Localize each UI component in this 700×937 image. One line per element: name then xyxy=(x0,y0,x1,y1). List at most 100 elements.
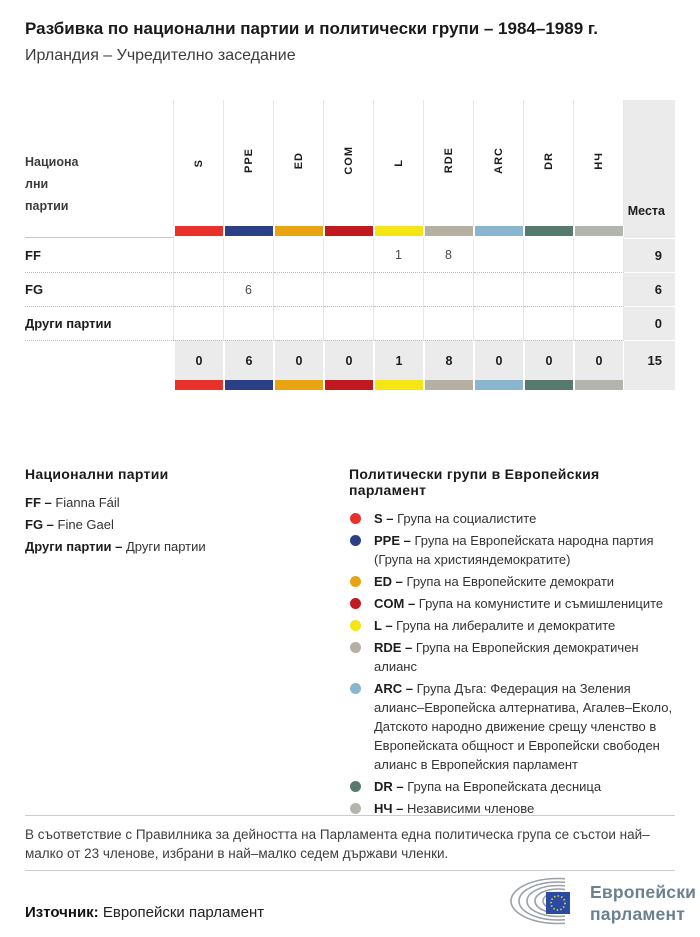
national-parties-legend-heading: Национални партии xyxy=(25,466,169,482)
legend-item: DR – Група на Европейската десница xyxy=(349,777,676,796)
group-total-cell: 0 xyxy=(324,340,374,380)
legend-item-name: Независими членове xyxy=(403,801,535,816)
legend-item-abbr: ARC – xyxy=(374,681,414,696)
legend-item: НЧ – Независими членове xyxy=(349,799,676,818)
legend-color-dot xyxy=(350,620,361,631)
group-total-cell: 0 xyxy=(474,340,524,380)
breakdown-table: Национа лни партии S PPE ED COM L RDE ARC DR НЧ Ме… xyxy=(25,100,675,390)
divider-top xyxy=(25,815,675,816)
party-row: FF 1 8 9 xyxy=(25,238,675,272)
legend-item-text: L – Група на либералите и демократите xyxy=(374,616,615,635)
national-parties-legend: Национални партии FF – Fianna Fáil FG – F… xyxy=(25,466,330,559)
group-col-label: ARC xyxy=(492,147,505,174)
legend-item-abbr: DR – xyxy=(374,779,404,794)
group-col-label: ED xyxy=(292,151,305,170)
seat-count-cell xyxy=(424,306,474,340)
group-col-header-DR: DR xyxy=(524,100,574,226)
group-color-bar-row xyxy=(25,226,675,238)
national-parties-list: FF – Fianna Fáil FG – Fine Gael Други парт… xyxy=(25,493,330,556)
row-seats-total: 6 xyxy=(624,272,675,306)
group-color-bar-S xyxy=(174,226,224,238)
legend-item-text: FG – Fine Gael xyxy=(25,515,114,534)
seat-count-cell xyxy=(574,272,624,306)
party-row: Други партии 0 xyxy=(25,306,675,340)
seat-count-cell xyxy=(324,238,374,272)
legend-item-abbr: PPE – xyxy=(374,533,411,548)
legend-item-abbr: L – xyxy=(374,618,393,633)
bar-row-spacer xyxy=(25,226,174,238)
group-color-bar-ED xyxy=(274,380,324,390)
legend-item: PPE – Група на Европейската народна парт… xyxy=(349,531,676,569)
seat-count-cell xyxy=(374,272,424,306)
seat-count-cell xyxy=(224,238,274,272)
group-color-bar-НЧ xyxy=(574,380,624,390)
legend-color-dot xyxy=(350,642,361,653)
national-parties-header: Национа лни партии xyxy=(25,100,174,226)
group-color-bar-ARC xyxy=(474,380,524,390)
legend-item-text: Други партии – Други партии xyxy=(25,537,206,556)
source-label: Източник: xyxy=(25,904,99,921)
seat-count-cell: 1 xyxy=(374,238,424,272)
group-col-header-НЧ: НЧ xyxy=(574,100,624,226)
legend-color-dot xyxy=(350,598,361,609)
seat-count-cell xyxy=(524,306,574,340)
seat-count-cell: 8 xyxy=(424,238,474,272)
legend-item-abbr: Други партии – xyxy=(25,539,123,554)
legend-item-name: Група на Европейската народна партия (Гр… xyxy=(374,533,654,567)
group-col-header-S: S xyxy=(174,100,224,226)
group-total-cell: 0 xyxy=(524,340,574,380)
legend-item-text: ED – Група на Европейските демократи xyxy=(374,572,614,591)
footnote: В съответствие с Правилника за дейността… xyxy=(25,827,650,861)
seat-count-cell xyxy=(574,238,624,272)
party-row: FG 6 6 xyxy=(25,272,675,306)
seat-count-cell xyxy=(574,306,624,340)
ep-logo-text: Европейски парламент xyxy=(590,882,696,933)
party-row-label: FF xyxy=(25,238,174,272)
legend-color-dot xyxy=(350,513,361,524)
seat-count-cell xyxy=(524,272,574,306)
row-seats-total: 9 xyxy=(624,238,675,272)
page-title: Разбивка по национални партии и политиче… xyxy=(25,19,598,38)
legend-item: ED – Група на Европейските демократи xyxy=(349,572,676,591)
seat-count-cell xyxy=(174,238,224,272)
legend-item-abbr: FG – xyxy=(25,517,54,532)
page-subtitle: Ирландия – Учредително заседание xyxy=(25,47,296,64)
row-seats-total: 0 xyxy=(624,306,675,340)
legend-item-text: ARC – Група Дъга: Федерация на Зеления а… xyxy=(374,679,676,774)
group-col-header-COM: COM xyxy=(324,100,374,226)
breakdown-table-container: Национа лни партии S PPE ED COM L RDE ARC DR НЧ Ме… xyxy=(25,100,675,390)
party-row-label: FG xyxy=(25,272,174,306)
seat-count-cell xyxy=(524,238,574,272)
group-col-label: RDE xyxy=(442,147,455,174)
group-col-label: S xyxy=(192,158,205,167)
ep-logo-text-line2: парламент xyxy=(590,903,686,924)
legend-item-abbr: RDE – xyxy=(374,640,413,655)
group-color-bar-RDE xyxy=(424,380,474,390)
table-header-row: Национа лни партии S PPE ED COM L RDE ARC DR НЧ Ме… xyxy=(25,100,675,226)
group-col-header-ARC: ARC xyxy=(474,100,524,226)
group-total-cell: 0 xyxy=(274,340,324,380)
seat-count-cell xyxy=(224,306,274,340)
legend-item-text: НЧ – Независими членове xyxy=(374,799,534,818)
seat-count-cell xyxy=(374,306,424,340)
legend-item-abbr: FF – xyxy=(25,495,52,510)
seats-col-header: Места xyxy=(624,100,675,226)
legend-color-dot xyxy=(350,781,361,792)
political-groups-list: S – Група на социалистите PPE – Група на … xyxy=(349,509,676,818)
group-color-bar-COM xyxy=(324,380,374,390)
bar-row-spacer xyxy=(25,380,174,390)
source-value: Европейски парламент xyxy=(98,904,265,921)
legend-item-text: PPE – Група на Европейската народна парт… xyxy=(374,531,676,569)
group-total-cell: 0 xyxy=(174,340,224,380)
group-color-bar-PPE xyxy=(224,226,274,238)
group-color-bar-L xyxy=(374,226,424,238)
political-groups-legend-heading: Политически групи в Европейския парламен… xyxy=(349,466,600,498)
legend-item-name: Група Дъга: Федерация на Зеления алианс–… xyxy=(374,681,673,772)
legend-item-abbr: COM – xyxy=(374,596,416,611)
political-groups-legend: Политически групи в Европейския парламен… xyxy=(349,466,676,821)
totals-row: 0 6 0 0 1 8 0 0 0 15 xyxy=(25,340,675,380)
grand-total-cell: 15 xyxy=(624,340,675,380)
seat-count-cell xyxy=(274,272,324,306)
seats-column-fill xyxy=(624,226,675,238)
group-total-cell: 8 xyxy=(424,340,474,380)
